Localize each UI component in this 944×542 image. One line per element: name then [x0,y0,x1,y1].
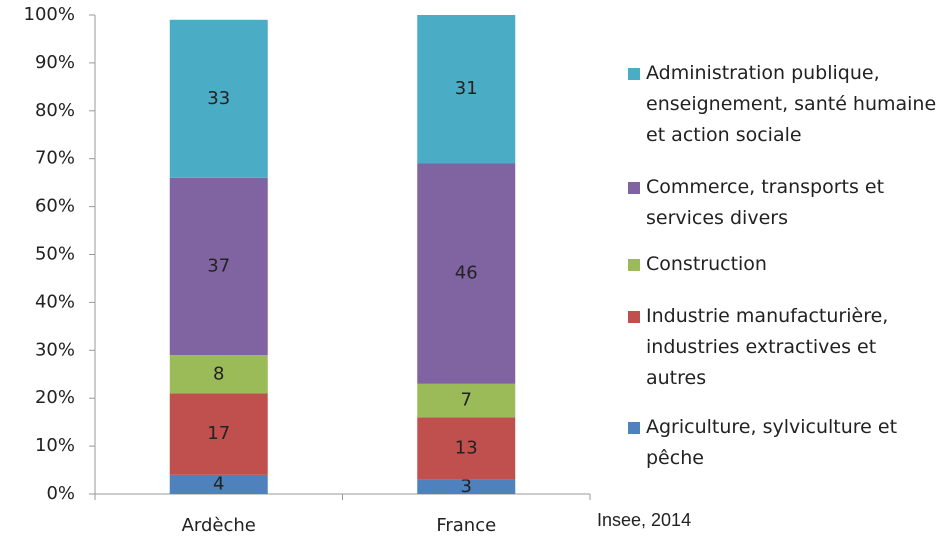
y-tick-label: 50% [35,244,75,265]
data-label: 46 [455,263,478,284]
data-label: 8 [213,363,224,384]
x-tick-label: Ardèche [182,515,256,536]
y-tick-label: 20% [35,387,75,408]
x-tick-label: France [436,515,496,536]
legend-label: Industrie manufacturière, industries ext… [646,305,889,389]
bar-segment [417,15,516,164]
legend-swatch [628,259,640,271]
bar-segment [417,383,516,418]
y-tick-label: 90% [35,52,75,73]
legend-swatch [628,422,640,434]
y-tick-label: 60% [35,196,75,217]
data-label: 13 [455,437,478,458]
y-tick-label: 0% [46,483,75,504]
bar-segment [417,163,516,384]
legend-swatch [628,311,640,323]
legend-item: Industrie manufacturière, industries ext… [628,301,938,394]
legend-label: Agriculture, sylviculture et pêche [646,416,898,469]
bar-segment [169,355,268,394]
y-tick-label: 10% [35,435,75,456]
bar-segment [169,474,268,494]
bar-segment [417,417,516,480]
bar-segment [169,19,268,178]
source-note: Insee, 2014 [597,510,692,530]
bar-segment [169,177,268,356]
data-label: 33 [207,88,230,109]
y-tick-label: 40% [35,291,75,312]
data-label: 7 [461,390,472,411]
data-label: 4 [213,473,224,494]
legend-label: Commerce, transports et services divers [646,176,885,229]
data-label: 17 [207,423,230,444]
legend-item: Administration publique, enseignement, s… [628,58,938,151]
y-tick-label: 100% [24,4,75,25]
y-tick-label: 30% [35,339,75,360]
bar-segment [417,479,516,494]
data-label: 3 [461,476,472,497]
data-label: 31 [455,78,478,99]
legend-label: Administration publique, enseignement, s… [646,62,937,146]
legend-label: Construction [646,253,767,275]
legend-swatch [628,182,640,194]
data-label: 37 [207,255,230,276]
legend-item: Construction [628,249,938,280]
legend-item: Commerce, transports et services divers [628,172,938,234]
legend-item: Agriculture, sylviculture et pêche [628,412,938,474]
y-tick-label: 80% [35,100,75,121]
legend-swatch [628,68,640,80]
y-tick-label: 70% [35,148,75,169]
bar-segment [169,393,268,475]
